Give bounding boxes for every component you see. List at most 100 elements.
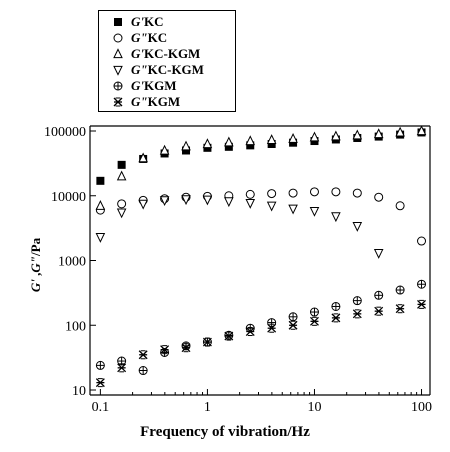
data-point	[224, 136, 234, 147]
data-point	[417, 279, 427, 289]
data-point	[288, 320, 298, 330]
data-point	[95, 360, 105, 370]
legend-sample: KC	[144, 14, 164, 29]
series-layer	[95, 125, 427, 388]
data-point	[224, 331, 234, 341]
data-point	[181, 343, 191, 353]
y-tick-label: 100000	[44, 125, 86, 140]
data-point	[267, 139, 276, 148]
legend-marker-shape	[113, 65, 123, 76]
data-point	[309, 206, 320, 217]
data-point	[117, 199, 127, 209]
data-point	[116, 170, 127, 181]
y-label-part: /Pa	[28, 237, 43, 256]
y-label-part: ,	[28, 272, 43, 280]
y-axis-label: G' ,G"/Pa	[28, 205, 44, 325]
data-point	[331, 187, 341, 197]
y-tick-label: 100	[65, 319, 86, 334]
y-tick-label: 10000	[51, 190, 86, 205]
series-kc-kgm-loss	[95, 195, 384, 259]
data-point	[417, 299, 426, 309]
y-tick-label: 10	[72, 384, 86, 399]
legend-marker-shape	[114, 18, 122, 26]
data-point	[395, 201, 405, 211]
legend-sample: KC-KGM	[147, 62, 204, 77]
data-point	[352, 129, 363, 140]
legend-modulus: G'	[131, 14, 144, 29]
legend-marker-icon	[113, 65, 123, 76]
data-point	[181, 341, 191, 351]
data-point	[138, 152, 148, 163]
legend-marker-icon	[113, 33, 123, 43]
legend-marker-icon	[113, 97, 123, 107]
data-point	[96, 176, 105, 185]
data-point	[159, 144, 170, 155]
legend-item: G"KC	[99, 30, 235, 45]
x-tick-label: 1	[204, 400, 211, 415]
data-point	[95, 378, 105, 388]
data-point	[159, 196, 170, 207]
data-point	[202, 195, 213, 206]
data-point	[374, 306, 384, 316]
data-point	[181, 140, 191, 151]
data-point	[417, 236, 427, 246]
data-point	[352, 221, 363, 232]
data-point	[224, 142, 233, 151]
y-label-part: G"	[28, 255, 43, 273]
legend-marker-icon	[113, 81, 123, 91]
legend-label: G'KC-KGM	[131, 46, 200, 61]
data-point	[395, 304, 405, 314]
data-point	[245, 189, 255, 199]
data-point	[395, 126, 405, 137]
legend-modulus: G"	[131, 94, 148, 109]
data-point	[202, 337, 212, 347]
data-point	[266, 201, 277, 212]
legend-sample: KGM	[144, 78, 177, 93]
data-point	[95, 200, 106, 210]
legend-item: G'KGM	[99, 78, 235, 93]
legend-modulus: G"	[131, 30, 148, 45]
data-point	[245, 198, 256, 209]
series-kc-kgm-storage	[95, 125, 427, 210]
data-point	[117, 160, 126, 169]
data-point	[138, 350, 148, 360]
data-point	[352, 296, 362, 306]
data-point	[288, 188, 298, 198]
data-point	[138, 199, 148, 210]
legend-label: G"KGM	[131, 94, 180, 109]
legend-marker-shape	[113, 81, 123, 91]
legend-label: G"KC-KGM	[131, 62, 204, 77]
data-point	[116, 208, 127, 219]
x-tick-label: 10	[307, 400, 321, 415]
legend-label: G'KGM	[131, 78, 177, 93]
legend-modulus: G'	[131, 78, 144, 93]
x-tick-label: 0.1	[92, 400, 110, 415]
data-point	[202, 138, 213, 149]
data-point	[331, 130, 341, 141]
x-axis: 0.1 1 10 100	[92, 389, 432, 415]
data-point	[117, 363, 127, 373]
data-point	[288, 312, 298, 322]
legend-marker-shape	[113, 97, 123, 107]
data-point	[331, 313, 341, 323]
data-point	[224, 197, 234, 208]
legend-marker-shape	[113, 48, 123, 59]
legend-sample: KC-KGM	[144, 46, 201, 61]
y-axis: 10 100 1000 10000 100000	[44, 125, 96, 399]
legend: G'KC G"KC G'KC-KGM G"KC-KGM G'KGM G"KGM	[98, 10, 236, 112]
data-point	[160, 345, 170, 355]
data-point	[266, 134, 277, 144]
data-point	[309, 187, 319, 197]
data-point	[331, 301, 341, 311]
data-point	[267, 189, 277, 199]
series-kgm-storage	[95, 279, 427, 376]
legend-item: G"KC-KGM	[99, 62, 235, 77]
legend-label: G"KC	[131, 30, 167, 45]
data-point	[374, 192, 384, 202]
data-point	[331, 212, 341, 223]
series-kgm-loss	[95, 299, 426, 388]
data-point	[288, 132, 298, 143]
legend-item: G"KGM	[99, 94, 235, 109]
legend-sample: KGM	[147, 94, 181, 109]
